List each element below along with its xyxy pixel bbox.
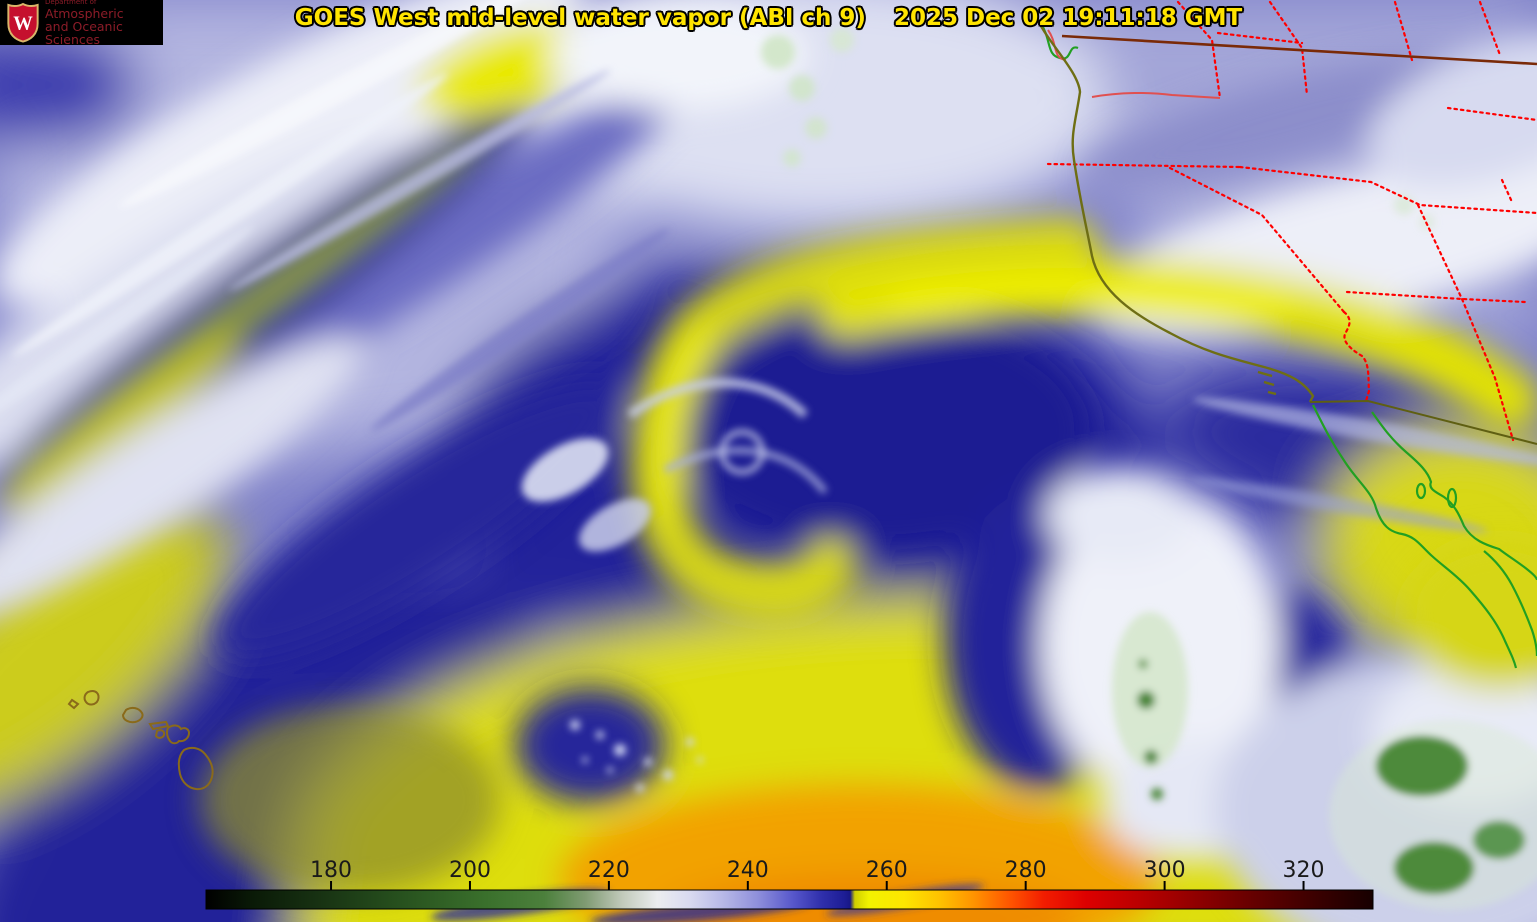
logo-atmospheric: Atmospheric <box>45 5 124 21</box>
hawaii-islands-overlay <box>67 690 214 791</box>
mexico-mainland-coastline <box>1483 550 1537 657</box>
coastline-overlay <box>1033 13 1537 669</box>
logo-oceanic-sciences: and Oceanic Sciences <box>45 19 123 47</box>
island-hawaii <box>177 746 214 791</box>
island-kauai <box>83 690 100 706</box>
colorbar-tick-label: 240 <box>727 858 769 883</box>
colorbar-ticks: 180 200 220 240 260 280 300 320 <box>310 858 1325 890</box>
us-west-coastline <box>1033 13 1315 403</box>
colorbar-tick-label: 300 <box>1144 858 1186 883</box>
logo-department-of: Department of <box>45 0 97 6</box>
island-maui <box>165 724 191 745</box>
colorbar-tick-label: 180 <box>310 858 352 883</box>
baja-west-coastline <box>1312 404 1518 669</box>
speckle-clouds <box>570 720 703 792</box>
uw-aos-logo: W Department of Atmospheric and Oceanic … <box>0 0 163 47</box>
wa-or-border <box>1091 91 1221 99</box>
island-molokai <box>148 720 170 731</box>
colorbar: 180 200 220 240 260 280 300 320 <box>205 858 1374 910</box>
canada-border <box>1061 34 1537 66</box>
state-borders-overlay <box>1046 0 1537 442</box>
dry-swirl <box>515 687 665 803</box>
crest-letter: W <box>13 13 33 34</box>
baja-gulf-coastline <box>1371 411 1537 581</box>
colorbar-tick-label: 280 <box>1005 858 1047 883</box>
island-oahu <box>121 706 144 724</box>
colorbar-tick-label: 320 <box>1283 858 1325 883</box>
colorbar-tick-label: 200 <box>449 858 491 883</box>
cold-cloud-top <box>1376 736 1468 796</box>
uw-crest-logo: W <box>7 2 39 43</box>
channel-islands <box>1257 370 1277 396</box>
colorbar-tick-label: 260 <box>866 858 908 883</box>
colorbar-gradient <box>205 889 1374 910</box>
colorbar-tick-label: 220 <box>588 858 630 883</box>
us-mexico-border <box>1309 399 1537 445</box>
